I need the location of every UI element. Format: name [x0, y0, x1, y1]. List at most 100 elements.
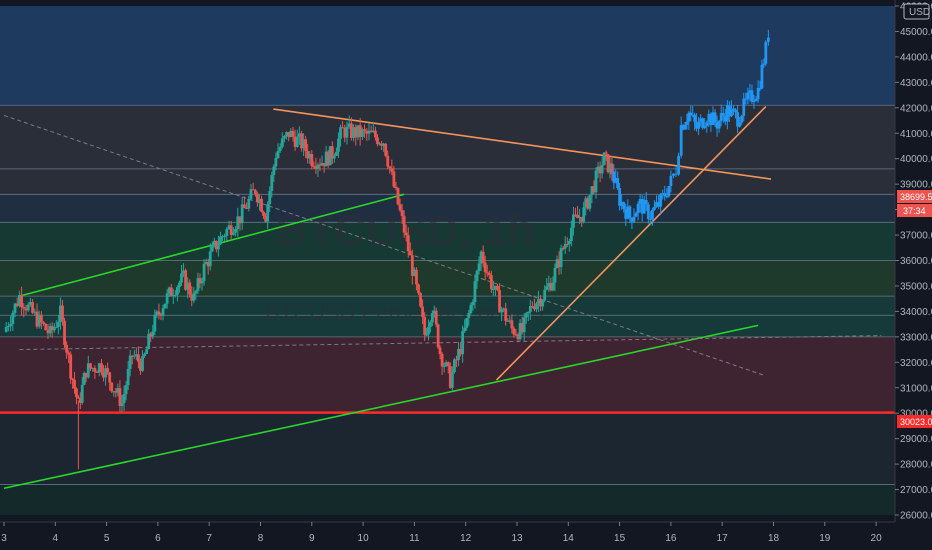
- candle-body: [598, 166, 602, 174]
- candle-body: [48, 326, 52, 334]
- candle-body: [457, 348, 460, 361]
- candle-body: [39, 314, 43, 323]
- price-tick-label: 40000.0: [900, 154, 932, 165]
- price-tick-label: 35000.0: [900, 281, 932, 292]
- candle-body: [358, 125, 362, 137]
- candle-body: [139, 361, 142, 371]
- candle-body: [171, 295, 175, 297]
- candle-body: [565, 244, 569, 246]
- price-tick-label: 28000.0: [900, 460, 932, 471]
- candle-body: [545, 286, 549, 290]
- candle-body: [352, 127, 355, 138]
- candle-body: [65, 344, 68, 353]
- candle-body: [471, 302, 475, 306]
- candle-body: [363, 129, 366, 131]
- time-tick-label: 11: [409, 533, 420, 544]
- candle-body: [188, 282, 192, 295]
- candle-body: [212, 240, 216, 246]
- currency-button[interactable]: USD: [903, 3, 930, 20]
- candle-body: [95, 371, 99, 373]
- price-tick-label: 30000.0: [900, 409, 932, 420]
- projection-candle: [732, 108, 735, 110]
- candle-body: [341, 127, 344, 129]
- projection-candle: [620, 202, 624, 206]
- candle-body: [104, 368, 107, 378]
- candle-body: [563, 244, 567, 249]
- candle-body: [543, 289, 547, 301]
- candle-body: [528, 306, 532, 312]
- candle-body: [306, 151, 310, 159]
- candle-body: [102, 371, 105, 378]
- price-tick-label: 41000.0: [900, 129, 932, 140]
- candle-body: [384, 143, 388, 156]
- candle-body: [530, 306, 534, 308]
- projection-candle: [646, 204, 650, 220]
- projection-candle: [766, 37, 770, 42]
- candle-body: [219, 236, 222, 245]
- candle-body: [231, 232, 235, 235]
- candle-body: [287, 132, 291, 138]
- candle-body: [450, 372, 454, 388]
- projection-candle: [632, 216, 636, 222]
- candle-body: [596, 166, 600, 171]
- candle-body: [417, 284, 420, 294]
- price-tick-label: 33000.0: [900, 332, 932, 343]
- candle-body: [610, 163, 614, 175]
- candle-body: [116, 388, 120, 393]
- time-tick-label: 7: [206, 533, 212, 544]
- candle-body: [567, 241, 571, 245]
- candle-body: [345, 126, 349, 138]
- candle-body: [473, 281, 477, 303]
- price-tick-label: 45000.0: [900, 27, 932, 38]
- candle-body: [227, 225, 231, 230]
- price-axis: 26000.0 27000.0 28000.0 29000.0 30000.0 31000…: [894, 0, 932, 550]
- candle-body: [467, 313, 471, 319]
- candle-body: [604, 152, 608, 155]
- candle-body: [320, 163, 324, 166]
- zone-band: [0, 6, 895, 106]
- candle-body: [477, 263, 481, 271]
- projection-candle: [744, 98, 748, 100]
- projection-candle: [630, 217, 634, 222]
- projection-candle: [758, 88, 762, 90]
- price-tick-label: 36000.0: [900, 256, 932, 267]
- candle-body: [380, 143, 383, 146]
- candle-body: [559, 248, 563, 268]
- candle-body: [67, 352, 71, 355]
- candle-body: [175, 287, 179, 295]
- candle-body: [365, 130, 369, 134]
- projection-candle: [683, 124, 687, 130]
- watermark-description: BTCUSD Perpetual Contract: [265, 300, 545, 325]
- candle-body: [489, 275, 493, 290]
- candle-body: [33, 311, 37, 313]
- projection-candle: [614, 177, 618, 183]
- candle-body: [291, 130, 295, 137]
- zone-band: [0, 296, 895, 337]
- horizontal-levels: [0, 104, 895, 485]
- candle-body: [13, 303, 17, 313]
- candle-body: [75, 388, 78, 398]
- candle-body: [496, 285, 499, 291]
- candle-body: [24, 308, 28, 311]
- price-tick-label: 27000.0: [900, 485, 932, 496]
- candle-body: [251, 189, 255, 191]
- projection-candle: [651, 209, 654, 219]
- candle-body: [378, 143, 381, 145]
- candle-body: [86, 363, 90, 378]
- projection-candle: [748, 90, 752, 93]
- candle-body: [289, 130, 293, 138]
- zone-band: [0, 194, 895, 223]
- last-price-text: 38699.5: [900, 192, 932, 202]
- candle-body: [386, 155, 390, 167]
- projection-candle: [693, 114, 697, 122]
- candle-body: [204, 262, 208, 264]
- candle-body: [508, 320, 512, 322]
- time-tick-label: 12: [460, 533, 472, 544]
- projection-candle: [638, 198, 642, 204]
- candle-body: [268, 190, 272, 205]
- candle-body: [429, 322, 432, 327]
- candles: [4, 29, 770, 470]
- candle-body: [186, 282, 190, 290]
- projection-candle: [740, 115, 744, 123]
